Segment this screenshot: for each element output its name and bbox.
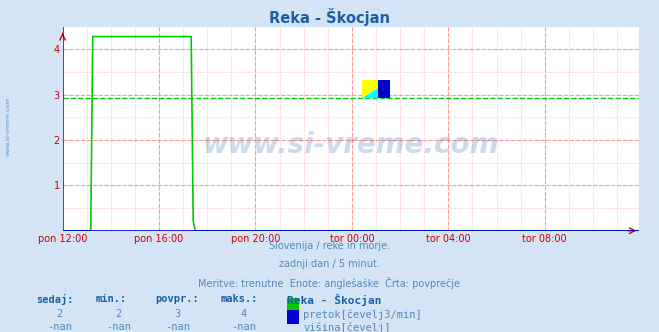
Text: maks.:: maks.:	[221, 294, 258, 304]
Text: pretok[čevelj3/min]: pretok[čevelj3/min]	[303, 309, 422, 320]
Text: višina[čevelj]: višina[čevelj]	[303, 322, 391, 332]
Text: 3: 3	[175, 309, 181, 319]
Text: Reka - Škocjan: Reka - Škocjan	[269, 8, 390, 26]
Text: -nan: -nan	[106, 322, 131, 332]
Text: sedaj:: sedaj:	[36, 294, 74, 305]
Text: www.si-vreme.com: www.si-vreme.com	[5, 96, 11, 156]
Text: zadnji dan / 5 minut.: zadnji dan / 5 minut.	[279, 259, 380, 269]
Text: Slovenija / reke in morje.: Slovenija / reke in morje.	[269, 241, 390, 251]
Polygon shape	[362, 80, 390, 98]
Text: min.:: min.:	[96, 294, 127, 304]
Text: Reka - Škocjan: Reka - Škocjan	[287, 294, 381, 306]
Text: 4: 4	[241, 309, 247, 319]
Bar	[378, 80, 390, 98]
Text: -nan: -nan	[47, 322, 72, 332]
Text: www.si-vreme.com: www.si-vreme.com	[203, 131, 499, 159]
Text: Meritve: trenutne  Enote: anglešaške  Črta: povprečje: Meritve: trenutne Enote: anglešaške Črta…	[198, 277, 461, 289]
Text: 2: 2	[115, 309, 122, 319]
Text: -nan: -nan	[165, 322, 190, 332]
Polygon shape	[362, 80, 390, 98]
Text: 2: 2	[56, 309, 63, 319]
Text: povpr.:: povpr.:	[155, 294, 198, 304]
Text: -nan: -nan	[231, 322, 256, 332]
